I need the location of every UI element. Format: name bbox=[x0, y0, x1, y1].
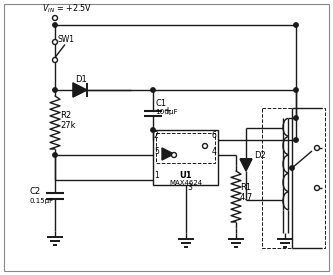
Circle shape bbox=[53, 57, 58, 62]
Text: 100μF: 100μF bbox=[155, 109, 177, 115]
Circle shape bbox=[53, 88, 57, 92]
Circle shape bbox=[202, 144, 207, 149]
Circle shape bbox=[294, 23, 298, 27]
Text: 2: 2 bbox=[154, 131, 159, 141]
Text: C1: C1 bbox=[155, 100, 166, 109]
Text: R2: R2 bbox=[60, 111, 71, 120]
Polygon shape bbox=[240, 159, 252, 171]
Text: 0.15μF: 0.15μF bbox=[30, 198, 54, 204]
Circle shape bbox=[314, 145, 319, 150]
Text: 6: 6 bbox=[212, 131, 217, 141]
Text: 1: 1 bbox=[154, 172, 159, 180]
Text: 4: 4 bbox=[212, 147, 217, 155]
Polygon shape bbox=[73, 83, 87, 97]
Circle shape bbox=[53, 23, 57, 27]
Text: C2: C2 bbox=[30, 186, 41, 196]
Text: R1: R1 bbox=[240, 183, 251, 191]
Text: MAX4624: MAX4624 bbox=[169, 180, 202, 186]
Circle shape bbox=[171, 153, 176, 158]
Circle shape bbox=[294, 88, 298, 92]
Text: 4.7: 4.7 bbox=[240, 192, 253, 202]
Text: $V_{IN}$ = +2.5V: $V_{IN}$ = +2.5V bbox=[42, 3, 92, 15]
Bar bbox=[262, 108, 325, 248]
Text: D2: D2 bbox=[254, 152, 266, 161]
Polygon shape bbox=[162, 148, 174, 160]
Circle shape bbox=[151, 88, 155, 92]
Text: SW1: SW1 bbox=[58, 34, 75, 43]
Bar bbox=[153, 130, 218, 185]
Text: U1: U1 bbox=[179, 172, 192, 180]
Text: +: + bbox=[163, 106, 171, 116]
Circle shape bbox=[53, 15, 58, 21]
Circle shape bbox=[294, 116, 298, 120]
Bar bbox=[156, 133, 215, 163]
Circle shape bbox=[151, 128, 155, 132]
Circle shape bbox=[53, 40, 58, 45]
Text: 27k: 27k bbox=[60, 122, 76, 131]
Text: D1: D1 bbox=[75, 76, 87, 84]
Circle shape bbox=[294, 138, 298, 142]
Circle shape bbox=[290, 166, 294, 170]
Text: 5: 5 bbox=[154, 147, 159, 155]
Circle shape bbox=[314, 186, 319, 191]
Text: 3: 3 bbox=[187, 183, 192, 192]
Circle shape bbox=[53, 153, 57, 157]
